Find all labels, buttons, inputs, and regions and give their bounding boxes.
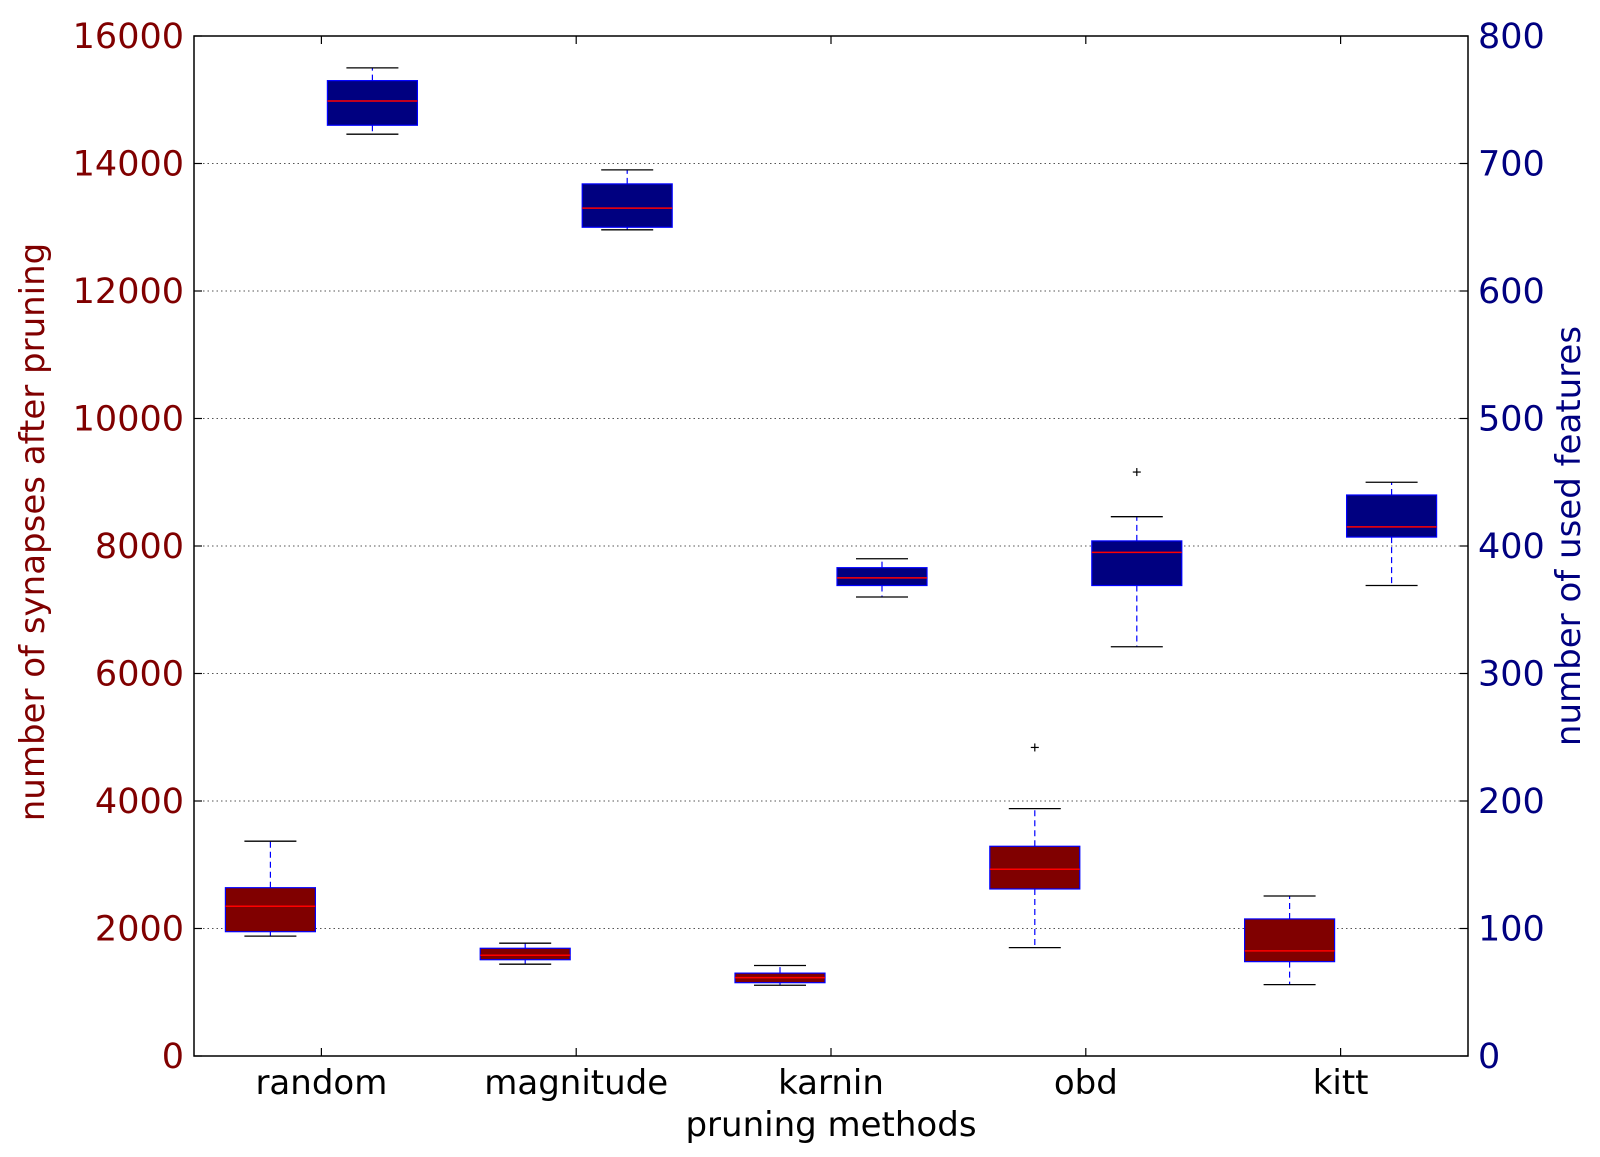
iqr-box xyxy=(1345,494,1438,538)
iqr-box xyxy=(1243,918,1336,963)
left-tick-label: 0 xyxy=(162,1037,184,1077)
right-tick-label: 100 xyxy=(1478,910,1545,950)
right-tick-label: 700 xyxy=(1478,145,1545,185)
right-y-axis-label: number of used features xyxy=(1549,326,1589,746)
right-tick-label: 600 xyxy=(1478,272,1545,312)
axis-layer: 0 2000 4000 6000 8000 10000 12000 14000 16000 0 10… xyxy=(73,17,1545,1103)
iqr-box xyxy=(836,567,928,587)
box-left-karnin xyxy=(734,964,826,986)
box-right-obd xyxy=(1091,468,1183,648)
left-tick-label: 8000 xyxy=(95,527,184,567)
left-y-axis-label: number of synapses after pruning xyxy=(13,243,53,822)
iqr-box xyxy=(989,845,1081,890)
x-axis-label: pruning methods xyxy=(685,1105,976,1145)
right-tick-label: 300 xyxy=(1478,655,1545,695)
left-tick-label: 6000 xyxy=(95,655,184,695)
x-tick-label: obd xyxy=(1054,1063,1118,1103)
x-tick-label: kitt xyxy=(1313,1063,1369,1103)
right-tick-label: 500 xyxy=(1478,400,1545,440)
box-left-kitt xyxy=(1243,895,1336,986)
iqr-box xyxy=(326,80,418,126)
grid-layer xyxy=(194,163,1468,929)
plot-frame xyxy=(193,35,1469,1057)
box-right-magnitude xyxy=(581,169,673,231)
x-tick-label: karnin xyxy=(778,1063,884,1103)
x-tick-label: random xyxy=(255,1063,387,1103)
left-tick-label: 10000 xyxy=(73,400,184,440)
left-tick-label: 14000 xyxy=(73,145,184,185)
left-tick-label: 16000 xyxy=(73,17,184,57)
right-tick-label: 200 xyxy=(1478,782,1545,822)
left-tick-label: 12000 xyxy=(73,272,184,312)
left-tick-label: 2000 xyxy=(95,910,184,950)
right-tick-label: 0 xyxy=(1478,1037,1500,1077)
box-layer xyxy=(224,67,1438,986)
x-tick-label: magnitude xyxy=(484,1063,668,1103)
box-left-magnitude xyxy=(479,942,571,965)
right-tick-label: 800 xyxy=(1478,17,1545,57)
iqr-box xyxy=(479,947,571,961)
box-right-random xyxy=(326,67,418,135)
iqr-box xyxy=(581,183,673,228)
left-tick-label: 4000 xyxy=(95,782,184,822)
box-left-random xyxy=(224,840,316,937)
iqr-box xyxy=(224,887,316,933)
box-right-karnin xyxy=(836,558,928,598)
iqr-box xyxy=(1091,540,1183,587)
box-left-obd xyxy=(989,743,1081,949)
right-tick-label: 400 xyxy=(1478,527,1545,567)
box-right-kitt xyxy=(1345,481,1438,587)
